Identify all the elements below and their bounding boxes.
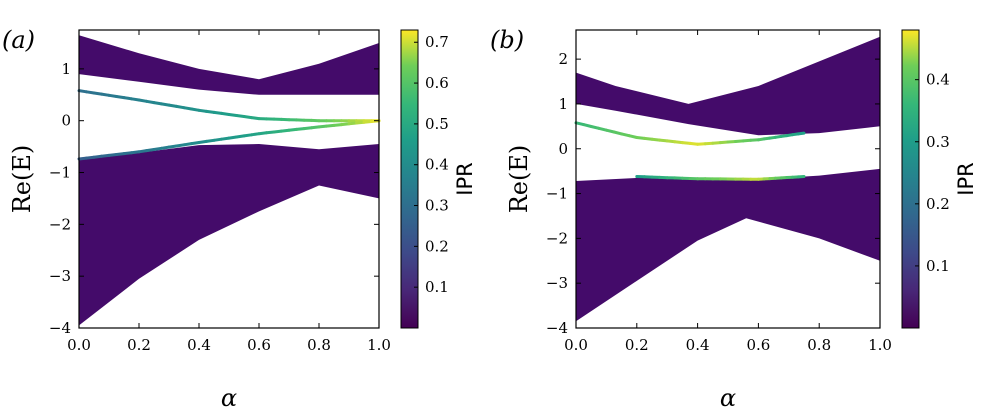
y-tick-label: −4 [49, 319, 71, 337]
colorbar-tick-label: 0.4 [926, 71, 950, 89]
colorbar-tick-label: 0.3 [926, 133, 950, 151]
x-tick-label: 0.0 [67, 336, 91, 354]
x-tick-label: 0.4 [187, 336, 211, 354]
panel-label-b: (b) [490, 26, 524, 54]
y-tick-label: −1 [546, 185, 568, 203]
x-tick-label: 0.8 [307, 336, 331, 354]
x-tick-label: 0.0 [564, 336, 588, 354]
y-tick-label: 0 [61, 112, 71, 130]
colorbar [901, 29, 920, 329]
y-tick-label: −4 [546, 319, 568, 337]
colorbar [400, 29, 419, 329]
panel-label-a: (a) [2, 26, 35, 54]
y-tick-label: 1 [558, 95, 568, 113]
colorbar-tick-label: 0.6 [425, 74, 449, 92]
y-tick-label: −2 [49, 215, 71, 233]
y-tick-label: −2 [546, 229, 568, 247]
x-tick-label: 0.6 [247, 336, 271, 354]
colorbar-label: IPR [453, 162, 477, 195]
colorbar-tick-label: 0.2 [425, 237, 449, 255]
colorbar-tick-label: 0.3 [425, 197, 449, 215]
plot-frame [575, 29, 881, 329]
x-axis-label: α [720, 384, 736, 412]
colorbar-tick-label: 0.1 [926, 257, 950, 275]
edge-state-segment [796, 131, 806, 136]
y-tick-label: −1 [49, 164, 71, 182]
bulk-band-lower [576, 168, 880, 322]
x-tick-label: 0.4 [686, 336, 710, 354]
x-tick-label: 0.6 [746, 336, 770, 354]
y-tick-label: −3 [49, 267, 71, 285]
colorbar-tick-label: 0.1 [425, 278, 449, 296]
plot-frame [78, 29, 380, 329]
x-axis-label: α [221, 384, 237, 412]
y-tick-label: −3 [546, 274, 568, 292]
x-tick-label: 0.2 [127, 336, 151, 354]
bulk-band-lower [79, 144, 379, 326]
colorbar-tick-label: 0.2 [926, 195, 950, 213]
bulk-band-upper [79, 35, 379, 95]
y-tick-label: 2 [558, 50, 568, 68]
panel-a: 0.0 0.2 0.4 0.6 0.8 1.0 −4 −3 −2 −1 0 1 α Re(E) 0.1 0.2… [8, 29, 477, 412]
x-tick-label: 0.2 [625, 336, 649, 354]
y-tick-label: 0 [558, 140, 568, 158]
colorbar-tick-label: 0.7 [425, 33, 449, 51]
y-axis-label: Re(E) [505, 145, 533, 214]
x-tick-label: 1.0 [868, 336, 892, 354]
panel-b: 0.0 0.2 0.4 0.6 0.8 1.0 −4 −3 −2 −1 0 1 2 α Re(E) 0.1 0.… [505, 29, 978, 412]
colorbar-tick-label: 0.4 [425, 156, 449, 174]
colorbar-label: IPR [954, 162, 978, 195]
x-tick-label: 0.8 [807, 336, 831, 354]
y-axis-label: Re(E) [8, 145, 36, 214]
x-tick-label: 1.0 [367, 336, 391, 354]
bulk-band-upper [576, 36, 880, 136]
y-tick-label: 1 [61, 60, 71, 78]
colorbar-tick-label: 0.5 [425, 115, 449, 133]
